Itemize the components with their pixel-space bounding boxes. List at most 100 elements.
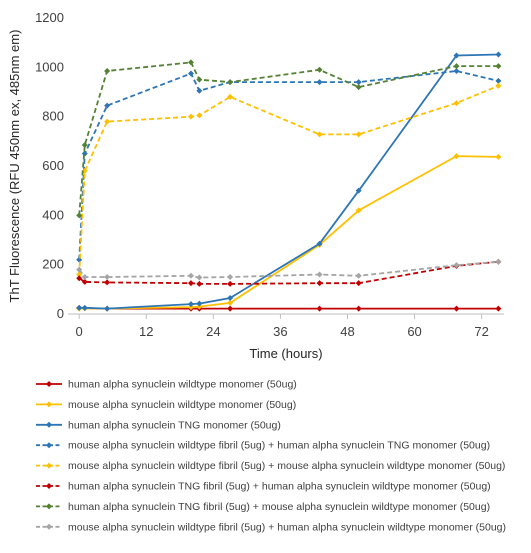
legend-label: human alpha synuclein TNG fibril (5ug) +…	[68, 481, 491, 493]
legend-label: human alpha synuclein TNG fibril (5ug) +…	[68, 501, 490, 513]
legend-marker	[46, 421, 52, 428]
series-line	[78, 260, 499, 285]
data-point	[196, 274, 203, 281]
legend-item: human alpha synuclein wildtype monomer (…	[36, 379, 297, 391]
data-point	[227, 79, 234, 86]
x-tick-label: 36	[273, 324, 287, 339]
legend-marker	[46, 483, 52, 489]
legend: human alpha synuclein wildtype monomer (…	[36, 379, 506, 533]
data-point	[355, 272, 362, 279]
data-point	[316, 79, 323, 86]
legend-label: human alpha synuclein wildtype monomer (…	[68, 379, 297, 391]
data-point	[355, 305, 362, 312]
data-point	[104, 279, 111, 286]
data-point	[453, 262, 460, 269]
data-point	[453, 153, 460, 160]
legend-marker	[46, 442, 52, 449]
x-axis-title: Time (hours)	[249, 346, 322, 361]
data-point	[104, 68, 111, 75]
series-line	[79, 53, 499, 310]
legend-item: human alpha synuclein TNG fibril (5ug) +…	[36, 481, 491, 493]
data-point	[495, 63, 502, 70]
data-point	[196, 87, 203, 94]
data-point	[355, 79, 362, 86]
series-line	[78, 84, 499, 275]
legend-marker	[46, 462, 52, 469]
data-point	[453, 68, 460, 75]
data-point	[187, 301, 194, 308]
data-point	[495, 77, 502, 84]
series-line	[78, 70, 499, 260]
x-tick-label: 0	[76, 324, 83, 339]
legend-marker	[46, 401, 52, 408]
x-tick-label: 72	[474, 324, 488, 339]
data-point	[355, 187, 362, 194]
data-point	[196, 300, 203, 307]
data-point	[316, 280, 323, 287]
y-axis-title: ThT Fluorescence (RFU 450nm ex, 485nm em…	[7, 30, 22, 303]
x-tick-label: 48	[340, 324, 354, 339]
data-point	[196, 280, 203, 287]
series-line	[78, 61, 499, 216]
data-point	[495, 305, 502, 312]
data-point	[355, 207, 362, 214]
data-point	[316, 305, 323, 312]
y-tick-label: 400	[42, 207, 64, 222]
data-point	[187, 272, 194, 279]
legend-label: mouse alpha synuclein wildtype fibril (5…	[68, 521, 506, 533]
data-point	[81, 278, 88, 285]
data-point	[316, 240, 323, 247]
y-tick-label: 200	[42, 257, 64, 272]
data-point	[227, 299, 234, 306]
data-point	[187, 70, 194, 77]
legend-item: human alpha synuclein TNG monomer (50ug)	[36, 419, 281, 431]
data-point	[495, 51, 502, 58]
data-point	[104, 102, 111, 109]
series-line	[79, 155, 499, 310]
data-point	[355, 84, 362, 91]
y-tick-label: 0	[57, 306, 64, 321]
data-point	[227, 280, 234, 287]
y-tick-label: 1000	[35, 59, 64, 74]
data-point	[81, 274, 88, 280]
data-point	[76, 266, 83, 273]
data-point	[227, 294, 234, 301]
data-point	[495, 82, 502, 89]
series-5	[76, 82, 502, 278]
legend-item: human alpha synuclein TNG fibril (5ug) +…	[36, 501, 490, 513]
series-layer	[76, 51, 502, 312]
y-tick-label: 1200	[35, 10, 64, 25]
data-point	[187, 280, 194, 287]
data-point	[453, 63, 460, 70]
data-point	[104, 305, 111, 312]
legend-label: mouse alpha synuclein wildtype fibril (5…	[68, 460, 505, 472]
data-point	[187, 113, 194, 120]
legend-label: mouse alpha synuclein wildtype fibril (5…	[68, 440, 490, 452]
legend-item: mouse alpha synuclein wildtype fibril (5…	[36, 460, 505, 472]
data-point	[81, 304, 88, 311]
legend-label: mouse alpha synuclein wildtype monomer (…	[68, 399, 296, 411]
data-point	[316, 131, 323, 138]
y-tick-label: 800	[42, 109, 64, 124]
data-point	[76, 275, 83, 282]
data-point	[355, 131, 362, 138]
series-4	[76, 68, 502, 263]
data-point	[453, 52, 460, 59]
legend-marker	[46, 523, 52, 530]
legend-item: mouse alpha synuclein wildtype monomer (…	[36, 399, 296, 411]
data-point	[316, 271, 323, 278]
data-point	[104, 118, 111, 125]
data-point	[227, 305, 234, 312]
y-tick-label: 600	[42, 158, 64, 173]
data-point	[81, 142, 88, 149]
data-point	[453, 305, 460, 312]
legend-item: mouse alpha synuclein wildtype fibril (5…	[36, 440, 490, 452]
data-point	[453, 100, 460, 107]
data-point	[196, 112, 203, 119]
series-3	[76, 51, 502, 312]
data-point	[227, 93, 234, 100]
y-axis-ticks: 0 200 400 600 800 1000 1200	[35, 10, 64, 321]
x-tick-label: 60	[407, 324, 421, 339]
data-point	[495, 153, 502, 160]
